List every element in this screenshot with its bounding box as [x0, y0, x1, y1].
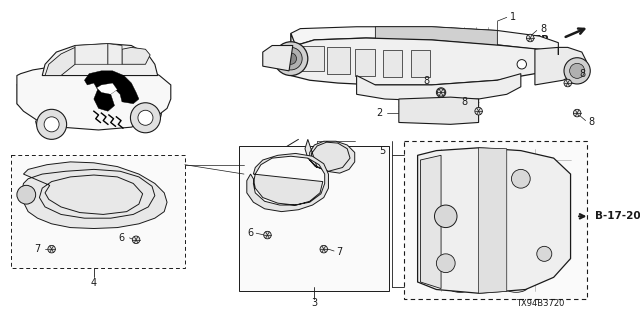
Circle shape [274, 42, 308, 76]
Circle shape [573, 109, 581, 117]
Text: 6: 6 [247, 228, 253, 238]
Polygon shape [418, 148, 571, 293]
Polygon shape [291, 33, 558, 85]
Polygon shape [45, 47, 75, 76]
Circle shape [44, 117, 59, 132]
Text: 6: 6 [118, 233, 125, 243]
Polygon shape [247, 153, 328, 212]
Circle shape [320, 245, 328, 253]
Text: FR.: FR. [534, 35, 554, 45]
Polygon shape [97, 83, 117, 94]
Polygon shape [535, 47, 586, 85]
Polygon shape [383, 50, 402, 77]
Text: 7: 7 [34, 244, 40, 254]
Text: 7: 7 [336, 247, 342, 257]
Polygon shape [263, 45, 292, 71]
Bar [239, 146, 390, 292]
Polygon shape [296, 45, 324, 71]
Polygon shape [291, 27, 558, 55]
Circle shape [280, 47, 302, 70]
Polygon shape [399, 97, 479, 124]
Polygon shape [108, 44, 122, 64]
Text: B-17-20: B-17-20 [595, 211, 640, 221]
Polygon shape [479, 148, 507, 293]
Polygon shape [75, 44, 108, 64]
Circle shape [138, 110, 153, 125]
Text: TX94B3720: TX94B3720 [516, 299, 564, 308]
Circle shape [132, 236, 140, 244]
Text: 5: 5 [379, 146, 385, 156]
Circle shape [436, 254, 455, 273]
Circle shape [435, 205, 457, 228]
Circle shape [537, 246, 552, 261]
Polygon shape [42, 44, 157, 76]
Circle shape [17, 185, 36, 204]
Text: 2: 2 [376, 108, 383, 118]
Circle shape [36, 109, 67, 139]
Text: 4: 4 [91, 278, 97, 288]
Polygon shape [376, 27, 497, 45]
Polygon shape [17, 64, 171, 130]
Text: 8: 8 [541, 24, 547, 34]
Circle shape [437, 89, 445, 96]
Circle shape [517, 60, 527, 69]
Polygon shape [420, 155, 441, 289]
Circle shape [527, 34, 534, 42]
Polygon shape [122, 47, 150, 64]
Polygon shape [305, 139, 355, 173]
Circle shape [475, 108, 483, 115]
Circle shape [48, 245, 56, 253]
Polygon shape [356, 74, 521, 101]
Text: 8: 8 [588, 117, 595, 127]
Polygon shape [22, 162, 167, 228]
Text: 8: 8 [579, 69, 585, 79]
Text: 8: 8 [461, 97, 467, 107]
Text: 8: 8 [424, 76, 430, 86]
Circle shape [264, 231, 271, 239]
Circle shape [285, 53, 296, 64]
Circle shape [436, 88, 445, 97]
Circle shape [564, 79, 572, 87]
Circle shape [564, 58, 590, 84]
Polygon shape [355, 49, 376, 76]
Text: 3: 3 [311, 298, 317, 308]
Bar [404, 141, 586, 299]
Circle shape [570, 63, 585, 78]
Polygon shape [411, 50, 430, 77]
Circle shape [131, 103, 161, 133]
Polygon shape [326, 47, 350, 74]
Bar [12, 155, 185, 268]
Text: 1: 1 [509, 12, 516, 22]
Circle shape [511, 169, 530, 188]
Polygon shape [84, 71, 139, 111]
